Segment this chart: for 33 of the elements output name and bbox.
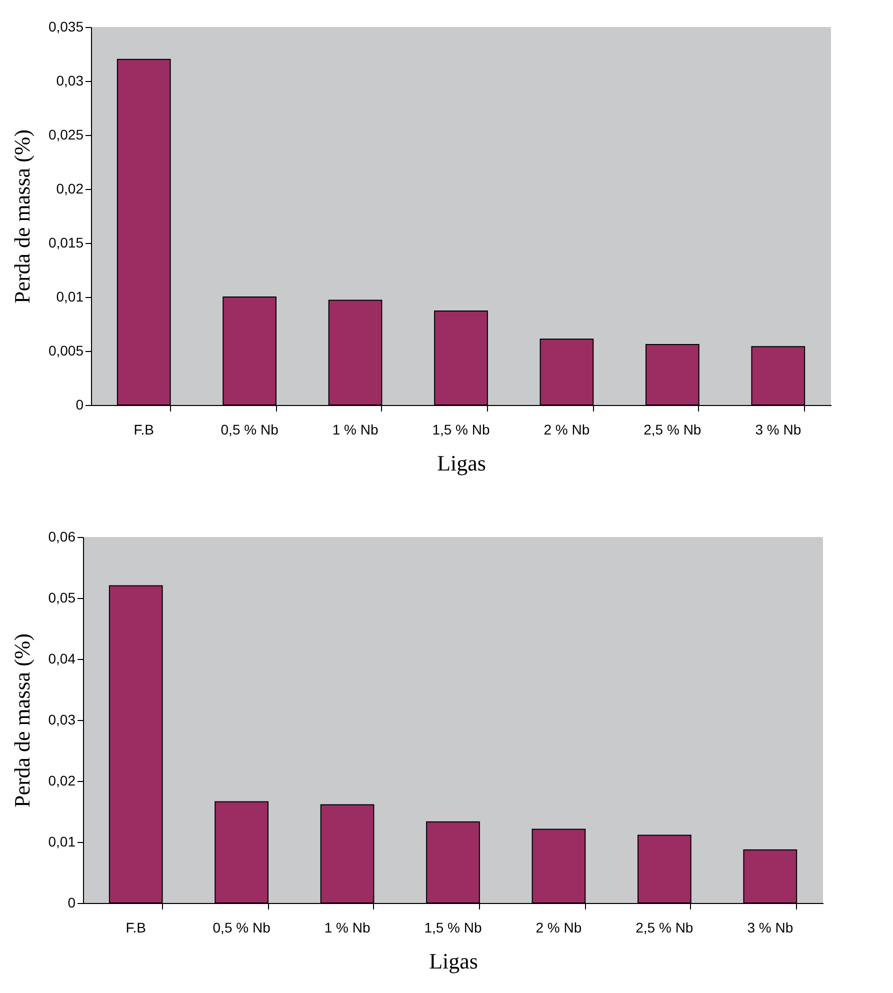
y-tick-label: 0,03 [56,72,84,88]
x-tick-label: 3 % Nb [755,422,802,438]
y-tick-label: 0 [76,396,84,412]
x-axis-title: Ligas [437,450,486,476]
x-tick-label: 1 % Nb [324,920,370,936]
x-axis-title: Ligas [429,948,478,974]
x-tick-label: F.B [126,920,146,936]
y-tick-label: 0,01 [48,834,76,850]
y-tick-label: 0,05 [48,590,76,606]
x-tick-label: 2 % Nb [544,422,590,438]
y-tick-label: 0,02 [56,180,84,196]
y-tick-label: 0,005 [48,342,84,358]
x-tick-label: 0,5 % Nb [220,422,279,438]
y-tick-label: 0,03 [48,712,76,728]
y-axis-title: Perda de massa (%) [9,633,34,808]
x-tick-label: 0,5 % Nb [212,920,271,936]
y-tick-label: 0 [68,894,76,910]
x-tick-label: 1,5 % Nb [432,422,490,438]
x-tick-label: F.B [134,422,154,438]
x-tick-label: 1 % Nb [332,422,378,438]
y-tick-label: 0,01 [56,288,84,304]
x-tick-label: 2,5 % Nb [636,920,694,936]
x-tick-label: 1,5 % Nb [424,920,482,936]
x-tick-label: 2,5 % Nb [644,422,702,438]
x-tick-label: 3 % Nb [747,920,794,936]
y-tick-label: 0,06 [48,528,76,544]
y-tick-label: 0,02 [48,772,76,788]
y-tick-label: 0,015 [48,234,84,250]
y-axis-title: Perda de massa (%) [9,129,34,304]
y-tick-label: 0,04 [48,650,76,666]
y-tick-label: 0,035 [48,18,84,34]
y-tick-label: 0,025 [48,126,84,142]
x-tick-label: 2 % Nb [536,920,582,936]
